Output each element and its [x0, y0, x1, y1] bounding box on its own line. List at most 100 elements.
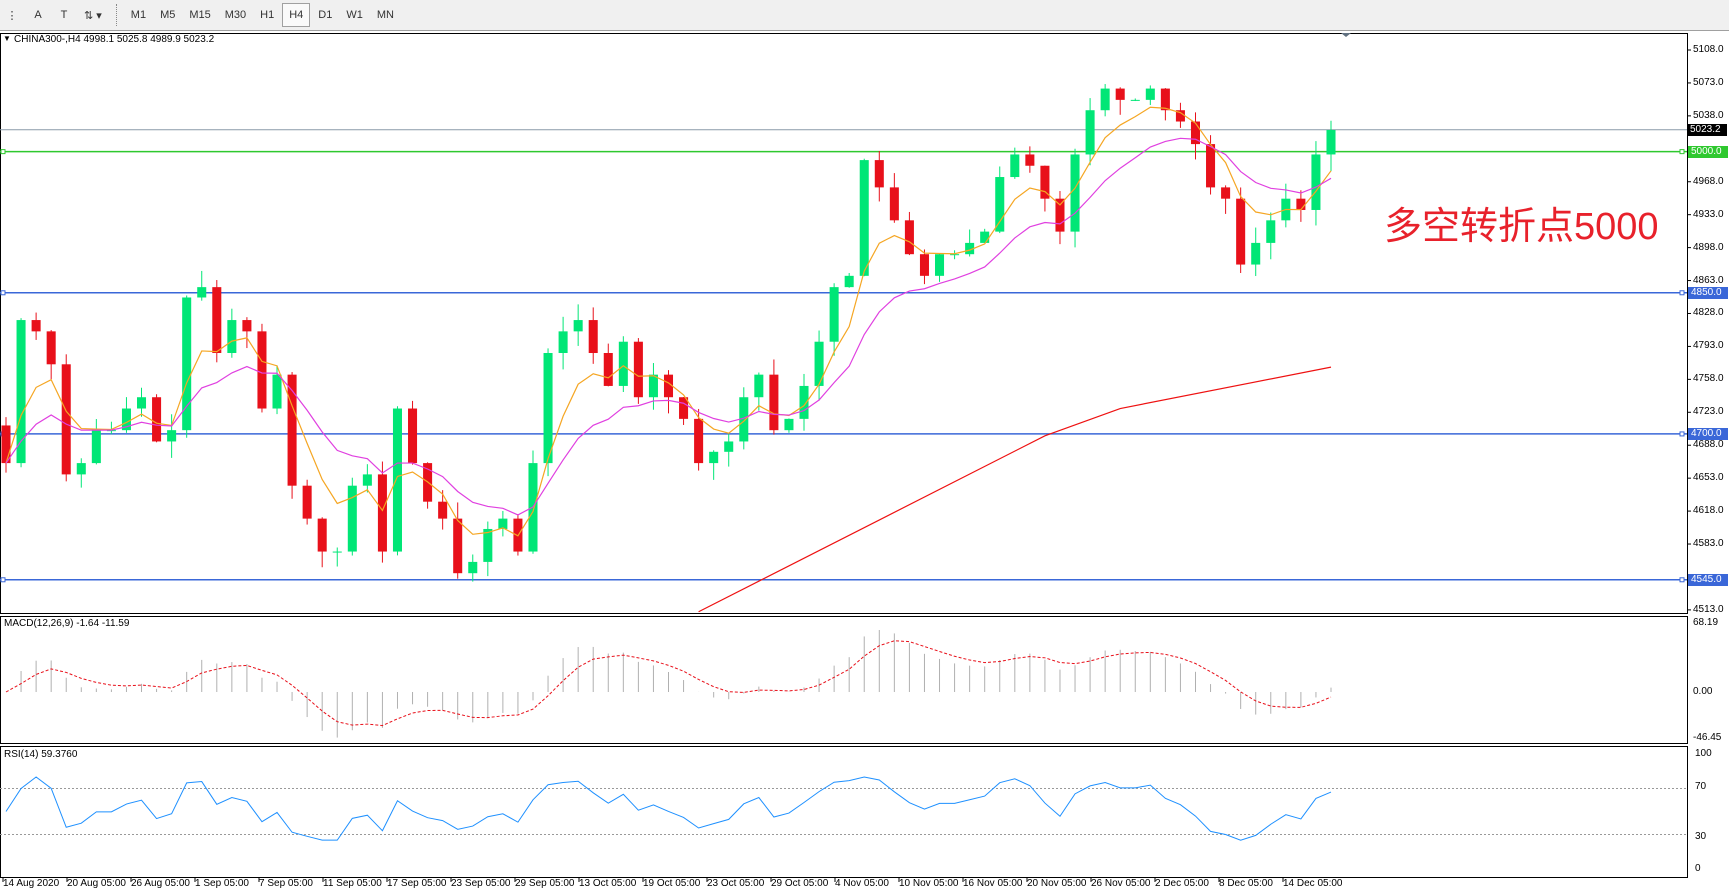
- price-tick-label: 4863.0: [1693, 274, 1724, 286]
- arrows-icon[interactable]: ⇅ ▾: [84, 9, 102, 22]
- candle-body: [663, 374, 674, 398]
- time-label: 26 Aug 05:00: [131, 878, 190, 889]
- divider: [115, 4, 119, 26]
- time-label: 13 Oct 05:00: [579, 878, 637, 889]
- candle-body: [197, 287, 207, 298]
- price-tick-label: 4793.0: [1693, 340, 1724, 352]
- main-panel-frame: [0, 33, 1688, 614]
- timeframe-h4[interactable]: H4: [282, 3, 311, 27]
- macd-signal-line: [5, 640, 1332, 727]
- macd-label: MACD(12,26,9) -1.64 -11.59: [4, 618, 130, 629]
- price-tick-label: 4513.0: [1693, 603, 1724, 615]
- candle-body: [182, 297, 192, 431]
- candle-body: [332, 551, 342, 553]
- level-tag: 4850.0: [1688, 286, 1728, 299]
- annotation-text: 多空转折点5000: [1384, 206, 1659, 248]
- text-label-tool-button[interactable]: T: [60, 9, 68, 21]
- candle-body: [46, 331, 56, 365]
- candle-body: [889, 187, 899, 221]
- candle-body: [1311, 154, 1321, 210]
- time-label: 20 Aug 05:00: [67, 878, 126, 889]
- candle-body: [829, 287, 839, 342]
- candle-body: [362, 474, 372, 486]
- timeframe-w1[interactable]: W1: [346, 9, 363, 21]
- candle-body: [1266, 220, 1276, 243]
- time-label: 14 Dec 05:00: [1283, 878, 1343, 889]
- candle-body: [121, 408, 131, 431]
- candle-body: [317, 518, 327, 552]
- candle-body: [31, 320, 41, 332]
- price-tick-label: 5073.0: [1693, 76, 1724, 88]
- price-tick-label: 4933.0: [1693, 208, 1724, 220]
- level-tag: 5000.0: [1688, 145, 1728, 158]
- level-handle: [0, 577, 6, 583]
- candle-body: [904, 220, 914, 255]
- timeframe-m5[interactable]: M5: [160, 9, 176, 21]
- candle-body: [739, 397, 749, 442]
- price-tick-label: 4688.0: [1693, 439, 1724, 451]
- candle-body: [61, 364, 71, 475]
- timeframe-d1[interactable]: D1: [318, 9, 333, 21]
- crosshair-icon[interactable]: ⋮: [6, 9, 18, 22]
- candle-body: [498, 518, 508, 529]
- candle-body: [438, 501, 448, 519]
- candle-body: [1221, 187, 1231, 199]
- candle-body: [950, 254, 960, 256]
- time-label: 10 Nov 05:00: [899, 878, 959, 889]
- candle-body: [603, 353, 613, 386]
- candle-body: [769, 374, 779, 431]
- level-handle: [1679, 577, 1685, 583]
- price-tick-label: 5038.0: [1693, 109, 1724, 121]
- text-tool-button[interactable]: A: [34, 9, 42, 21]
- candle-body: [1, 425, 11, 464]
- candle-body: [16, 320, 26, 464]
- candle-body: [377, 474, 387, 552]
- candle-body: [588, 320, 598, 354]
- time-label: 1 Sep 05:00: [195, 878, 249, 889]
- timeframe-mn[interactable]: MN: [376, 9, 394, 21]
- candle-body: [679, 397, 689, 419]
- candle-body: [935, 254, 945, 276]
- level-tag: 4545.0: [1688, 573, 1728, 586]
- price-tick-label: 4828.0: [1693, 307, 1724, 319]
- candle-body: [468, 561, 478, 574]
- candle-body: [1085, 110, 1095, 155]
- chart-header: CHINA300-,H4 4998.1 5025.8 4989.9 5023.2: [14, 34, 215, 45]
- candle-body: [483, 528, 493, 562]
- timeframe-m15[interactable]: M15: [189, 9, 211, 21]
- time-label: 17 Sep 05:00: [387, 878, 447, 889]
- candle-body: [814, 341, 824, 386]
- macd-tick-label: -46.45: [1693, 732, 1722, 743]
- candle-body: [212, 287, 222, 354]
- price-tick-label: 5108.0: [1693, 44, 1724, 55]
- time-label: 29 Oct 05:00: [771, 878, 829, 889]
- price-tick-label: 4723.0: [1693, 406, 1724, 418]
- candle-body: [724, 441, 734, 452]
- time-label: 2 Dec 05:00: [1155, 878, 1209, 889]
- time-label: 29 Sep 05:00: [515, 878, 575, 889]
- candle-body: [995, 177, 1005, 232]
- timeframe-m1[interactable]: M1: [130, 9, 147, 21]
- candle-body: [784, 418, 794, 431]
- candle-body: [844, 275, 854, 288]
- rsi-tick-label: 30: [1695, 831, 1707, 842]
- candle-body: [980, 231, 990, 243]
- ma-mid-line: [5, 137, 1332, 516]
- price-chart[interactable]: [0, 31, 1729, 896]
- level-handle: [1679, 149, 1685, 155]
- candle-body: [76, 463, 86, 475]
- timeframe-m30[interactable]: M30: [224, 9, 247, 21]
- macd-panel-frame: [0, 616, 1688, 744]
- rsi-tick-label: 100: [1695, 748, 1712, 759]
- timeframe-h1[interactable]: H1: [260, 9, 275, 21]
- candle-body: [287, 374, 297, 486]
- price-tick-label: 4583.0: [1693, 538, 1724, 550]
- price-tick-label: 4968.0: [1693, 175, 1724, 187]
- price-tick-label: 4618.0: [1693, 505, 1724, 517]
- time-label: 4 Nov 05:00: [835, 878, 889, 889]
- time-label: 23 Sep 05:00: [451, 878, 511, 889]
- candle-body: [1160, 88, 1170, 111]
- candle-body: [152, 397, 162, 442]
- candle-body: [754, 374, 764, 398]
- candle-body: [167, 430, 177, 442]
